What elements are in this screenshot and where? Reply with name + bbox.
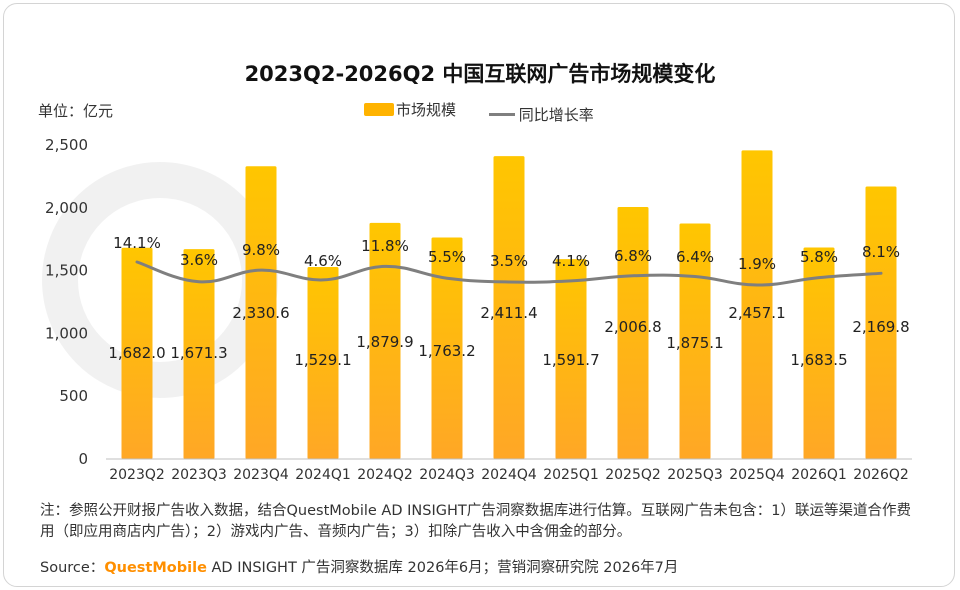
source-line: Source：QuestMobile AD INSIGHT 广告洞察数据库 20… <box>40 556 678 577</box>
bar-2025Q1 <box>555 259 587 459</box>
source-rest: AD INSIGHT 广告洞察数据库 2026年6月；营销洞察研究院 2026年… <box>206 560 679 576</box>
legend-swatch-line <box>488 113 515 116</box>
y-tick-label: 1,500 <box>45 262 88 280</box>
bar-value-label: 1,671.3 <box>170 344 227 362</box>
x-tick-label: 2023Q2 <box>109 467 165 483</box>
bar-2024Q4 <box>493 156 525 459</box>
bar-2023Q3 <box>183 249 215 459</box>
x-tick-label: 2025Q3 <box>667 467 723 483</box>
x-tick-label: 2024Q1 <box>295 467 351 483</box>
bar-value-label: 2,330.6 <box>232 304 289 322</box>
legend-item-line: 同比增长率 <box>488 104 594 125</box>
chart-frame <box>3 3 955 587</box>
bar-value-label: 1,763.2 <box>418 342 475 360</box>
bar-2024Q1 <box>307 266 339 459</box>
bar-2023Q2 <box>121 247 153 459</box>
chart-title: 2023Q2-2026Q2 中国互联网广告市场规模变化 <box>244 62 716 86</box>
bar-2025Q2 <box>617 206 649 459</box>
growth-rate-label: 6.8% <box>614 247 652 265</box>
bar-value-label: 1,682.0 <box>108 344 165 362</box>
bar-2024Q2 <box>369 222 401 459</box>
bar-value-label: 2,457.1 <box>728 304 785 322</box>
growth-rate-line <box>135 260 883 287</box>
growth-rate-label: 14.1% <box>113 234 161 252</box>
x-tick-label: 2024Q3 <box>419 467 475 483</box>
x-tick-label: 2026Q2 <box>853 467 909 483</box>
source-prefix: Source： <box>40 560 105 576</box>
y-tick-label: 0 <box>78 450 88 468</box>
bar-value-label: 1,879.9 <box>356 333 413 351</box>
growth-rate-label: 4.1% <box>552 252 590 270</box>
legend-label-bar: 市场规模 <box>396 101 457 119</box>
y-tick-label: 2,500 <box>45 136 88 154</box>
bar-2025Q3 <box>679 223 711 459</box>
y-tick-label: 1,000 <box>45 324 88 342</box>
bar-2023Q4 <box>245 166 277 459</box>
growth-rate-label: 1.9% <box>738 255 776 273</box>
x-tick-label: 2025Q4 <box>729 467 785 483</box>
growth-rate-label: 5.8% <box>800 248 838 266</box>
growth-rate-label: 8.1% <box>862 243 900 261</box>
bar-value-label: 1,529.1 <box>294 351 351 369</box>
footnote: 注：参照公开财报广告收入数据，结合QuestMobile AD INSIGHT广… <box>40 503 911 540</box>
x-tick-label: 2025Q2 <box>605 467 661 483</box>
growth-rate-label: 6.4% <box>676 248 714 266</box>
bar-value-label: 2,411.4 <box>480 304 537 322</box>
growth-rate-label: 5.5% <box>428 248 466 266</box>
bar-value-label: 1,875.1 <box>666 334 723 352</box>
bar-2025Q4 <box>741 150 773 459</box>
y-tick-label: 500 <box>59 387 88 405</box>
y-tick-label: 2,000 <box>45 199 88 217</box>
bar-value-label: 1,591.7 <box>542 351 599 369</box>
growth-rate-label: 11.8% <box>361 237 409 255</box>
bar-2024Q3 <box>431 237 463 459</box>
growth-rate-label: 3.6% <box>180 251 218 269</box>
source-brand: QuestMobile <box>104 560 207 576</box>
legend-swatch-bar <box>364 103 394 116</box>
x-tick-label: 2024Q2 <box>357 467 413 483</box>
chart-plot: 0 500 1,000 1,500 2,000 2,500 1,682.0 1,671.3 2… <box>45 136 912 483</box>
bar-value-label: 2,006.8 <box>604 318 661 336</box>
bar-2026Q1 <box>803 247 835 459</box>
x-tick-label: 2025Q1 <box>543 467 599 483</box>
legend: 市场规模 同比增长率 <box>364 99 622 125</box>
legend-label-line: 同比增长率 <box>518 106 594 124</box>
x-tick-label: 2024Q4 <box>481 467 537 483</box>
bar-2026Q2 <box>865 186 897 459</box>
growth-rate-label: 4.6% <box>304 252 342 270</box>
growth-rate-label: 9.8% <box>242 241 280 259</box>
legend-item-bar: 市场规模 <box>364 99 456 120</box>
bar-value-label: 2,169.8 <box>852 318 909 336</box>
unit-label: 单位：亿元 <box>38 102 114 120</box>
x-tick-label: 2026Q1 <box>791 467 847 483</box>
bar-value-label: 1,683.5 <box>790 351 847 369</box>
x-tick-label: 2023Q4 <box>233 467 289 483</box>
x-tick-label: 2023Q3 <box>171 467 227 483</box>
growth-rate-label: 3.5% <box>490 252 528 270</box>
